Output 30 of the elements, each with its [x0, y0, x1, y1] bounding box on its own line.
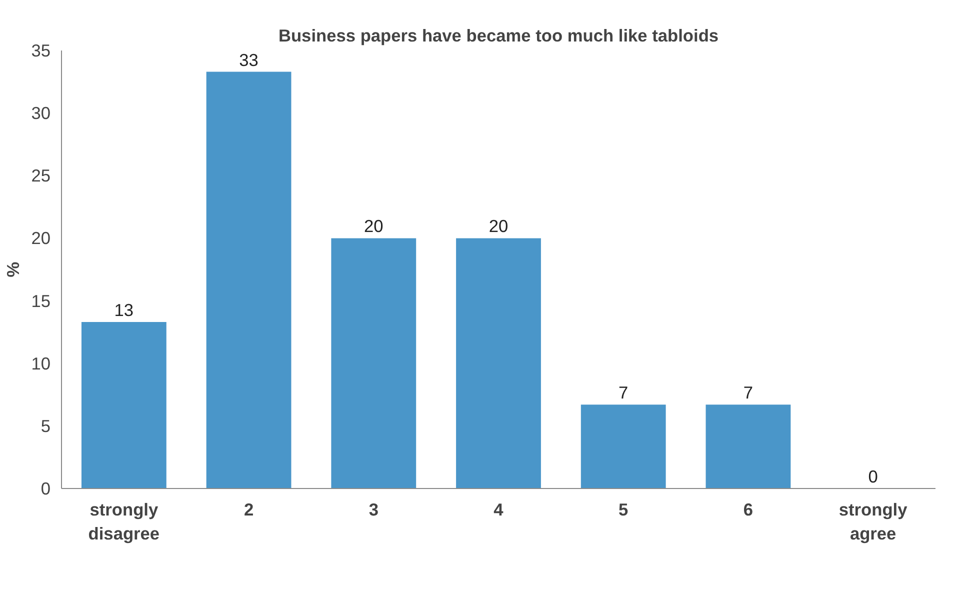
data-label: 0	[868, 466, 878, 486]
x-tick-label: 6	[743, 500, 754, 520]
x-tick-label: strongly agree	[838, 500, 908, 544]
y-axis-title: %	[3, 262, 24, 278]
x-tick-label: 3	[368, 500, 379, 520]
bar	[456, 238, 541, 488]
y-tick-label: 10	[31, 353, 51, 374]
data-label: 13	[114, 300, 134, 320]
x-tick-label: 2	[244, 500, 254, 520]
data-label: 20	[364, 216, 384, 236]
data-label: 33	[239, 50, 258, 70]
y-tick-label: 30	[31, 103, 51, 124]
x-tick-label: 5	[618, 500, 629, 520]
data-label: 20	[488, 216, 508, 236]
x-tick-label: strongly disagree	[88, 500, 160, 544]
bar	[706, 404, 791, 488]
y-tick-label: 5	[40, 416, 51, 436]
bar	[206, 72, 292, 488]
chart-title: Business papers have became too much like tabloids	[278, 26, 719, 46]
y-tick-label: 25	[31, 166, 51, 186]
bar	[81, 322, 166, 488]
y-tick-label: 0	[40, 478, 51, 498]
y-tick-label: 20	[31, 228, 51, 248]
y-tick-label: 15	[31, 290, 51, 311]
data-label: 7	[743, 382, 754, 403]
bar	[580, 404, 666, 488]
x-tick-label: 4	[494, 500, 504, 520]
y-tick-label: 35	[31, 40, 51, 60]
bar	[331, 238, 416, 488]
data-label: 7	[618, 382, 628, 403]
